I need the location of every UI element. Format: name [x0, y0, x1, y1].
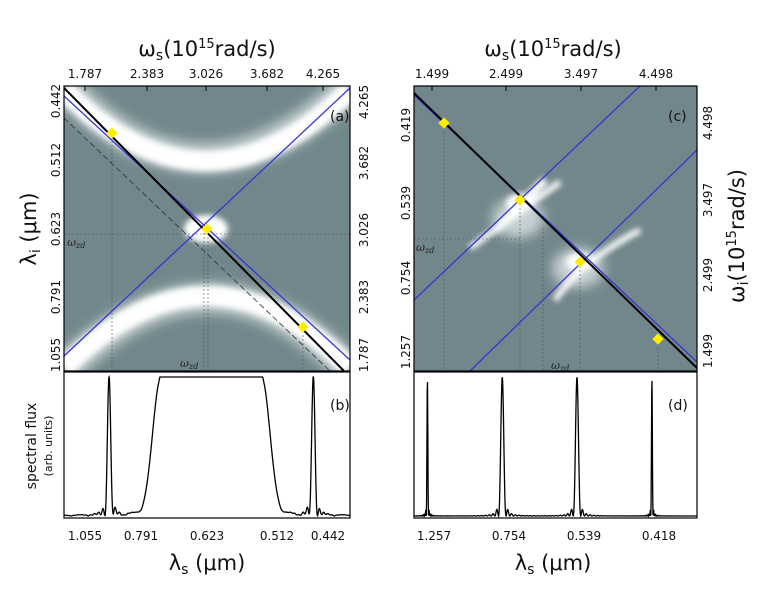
tick-c-left-1: 0.539 [399, 186, 413, 220]
tick-a-top-4: 4.265 [306, 67, 340, 81]
tick-d-0: 1.257 [417, 529, 451, 543]
panel-b-y-axis-subtitle: (arb. units) [42, 416, 55, 477]
spectrum-curve-d [413, 377, 697, 518]
panel-d-x-ticks: 1.257 0.754 0.539 0.418 [417, 529, 676, 543]
panel-c-right-ticks: 4.498 3.497 2.499 1.499 [701, 106, 715, 368]
tick-d-1: 0.754 [492, 529, 526, 543]
panel-c-top-axis-title: ωs(1015rad/s) [484, 37, 621, 64]
marker-a-2 [201, 223, 213, 235]
panel-c-label: (c) [668, 109, 687, 125]
tick-a-left-2: 0.623 [49, 212, 63, 246]
tick-a-right-2: 3.026 [357, 213, 371, 247]
tick-b-2: 0.623 [190, 529, 224, 543]
panel-a-top-axis-title: ωs(1015rad/s) [138, 37, 275, 64]
energy-diagonal-c [414, 92, 697, 369]
tick-a-right-1: 3.682 [357, 146, 371, 180]
tick-c-top-2: 3.497 [564, 67, 598, 81]
panel-b-x-axis-title: λs (μm) [169, 551, 246, 578]
marker-c-3 [574, 256, 586, 268]
tick-a-left-0: 0.442 [49, 84, 63, 118]
panel-b: (b) [63, 371, 351, 519]
spectrum-curve-b [63, 374, 351, 518]
panel-d-frame [413, 371, 698, 519]
panel-c-right-axis-title: ωi(1015rad/s) [725, 169, 752, 303]
tick-a-left-1: 0.512 [49, 143, 63, 177]
tick-b-1: 0.791 [124, 529, 158, 543]
tick-c-top-1: 2.499 [489, 67, 523, 81]
tick-c-top-3: 4.498 [639, 67, 673, 81]
panel-a: (a) ωzd ωzd [63, 85, 351, 372]
panel-a-label: (a) [330, 109, 350, 125]
tick-c-right-3: 1.499 [701, 334, 715, 368]
tick-a-right-0: 4.265 [357, 85, 371, 119]
wzd-label-a-bottom: ωzd [180, 357, 198, 371]
tick-c-left-2: 0.754 [399, 261, 413, 295]
tick-d-3: 0.418 [642, 529, 676, 543]
panel-c-top-ticks: 1.499 2.499 3.497 4.498 [415, 67, 673, 91]
tuning-line-a2 [64, 87, 350, 357]
tick-c-left-3: 1.257 [399, 335, 413, 369]
tick-a-right-3: 2.383 [357, 280, 371, 314]
panel-c-frame [413, 85, 698, 372]
tick-b-4: 0.442 [311, 529, 345, 543]
wzd-label-c-bottom: ωzd [551, 359, 569, 373]
dashed-diagonal [64, 117, 331, 371]
tick-a-top-1: 2.383 [130, 67, 164, 81]
tick-a-top-3: 3.682 [250, 67, 284, 81]
tick-a-top-0: 1.787 [68, 67, 102, 81]
panel-a-right-ticks: 4.265 3.682 3.026 2.383 1.787 [357, 85, 371, 372]
marker-c-4 [652, 333, 664, 345]
tick-c-top-0: 1.499 [415, 67, 449, 81]
tick-c-right-0: 4.498 [701, 106, 715, 140]
marker-a-3 [297, 321, 309, 333]
panel-c: (c) ωzd ωzd [413, 85, 698, 373]
tick-c-right-2: 2.499 [701, 258, 715, 292]
panel-b-x-ticks: 1.055 0.791 0.623 0.512 0.442 [68, 529, 345, 543]
wzd-label-a-left: ωzd [67, 236, 85, 250]
panel-b-y-axis-title: spectral flux [24, 403, 40, 490]
panel-a-left-axis-title: λi (μm) [17, 192, 44, 265]
tick-a-left-4: 1.055 [49, 338, 63, 372]
wzd-label-c-left: ωzd [416, 241, 434, 255]
panel-a-left-ticks: 0.442 0.512 0.623 0.791 1.055 [49, 84, 63, 372]
tick-c-right-1: 3.497 [701, 183, 715, 217]
marker-c-2 [514, 194, 526, 206]
tick-d-2: 0.539 [567, 529, 601, 543]
tick-a-right-4: 1.787 [357, 338, 371, 372]
tuning-line-c2 [414, 86, 641, 301]
panel-d: (d) [413, 371, 698, 519]
panel-b-label: (b) [330, 398, 350, 414]
tick-b-3: 0.512 [260, 529, 294, 543]
panel-c-left-ticks: 0.419 0.539 0.754 1.257 [399, 108, 413, 369]
tick-a-left-3: 0.791 [49, 280, 63, 314]
panel-a-frame [63, 85, 351, 372]
panel-a-map [64, 86, 350, 371]
panel-a-top-ticks: 1.787 2.383 3.026 3.682 4.265 [68, 67, 340, 91]
tick-a-top-2: 3.026 [189, 67, 223, 81]
panel-d-x-axis-title: λs (μm) [515, 551, 592, 578]
tick-b-0: 1.055 [68, 529, 102, 543]
panel-d-label: (d) [668, 398, 688, 414]
tick-c-left-0: 0.419 [399, 108, 413, 142]
